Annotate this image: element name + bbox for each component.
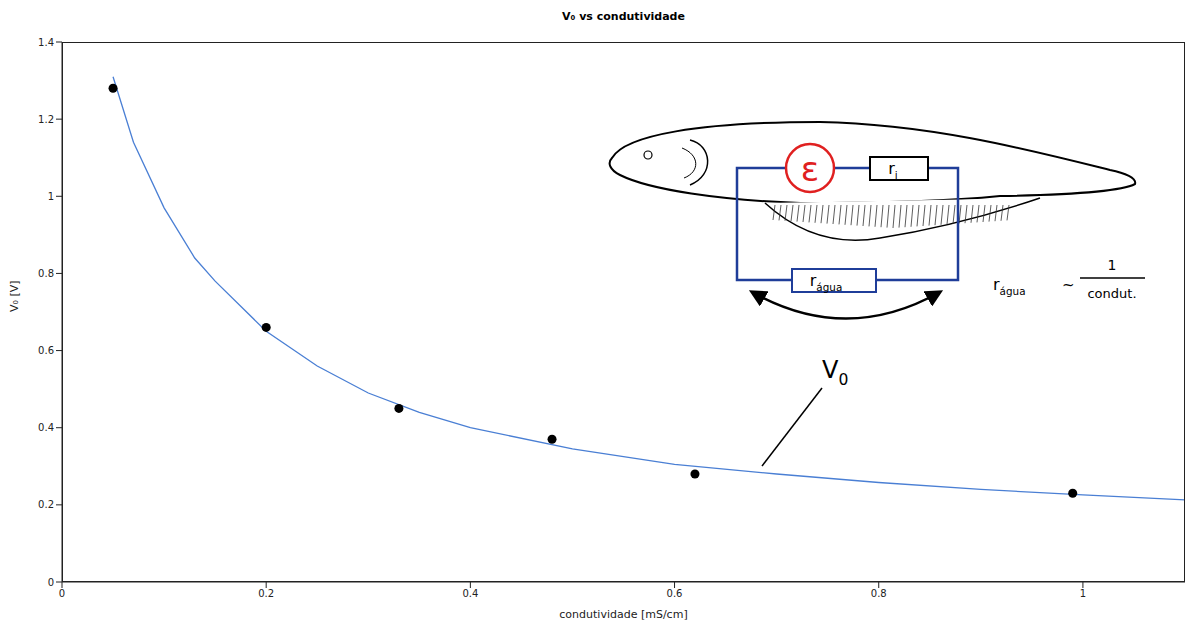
svg-text:ε: ε xyxy=(801,149,819,189)
svg-text:0.8: 0.8 xyxy=(871,588,887,599)
svg-text:0.4: 0.4 xyxy=(38,422,54,433)
svg-text:0.4: 0.4 xyxy=(462,588,478,599)
svg-text:0.8: 0.8 xyxy=(38,268,54,279)
svg-text:0.2: 0.2 xyxy=(38,499,54,510)
svg-text:V₀ [V]: V₀ [V] xyxy=(8,280,21,312)
svg-text:rágua: rágua xyxy=(993,275,1026,297)
svg-text:condut.: condut. xyxy=(1087,286,1136,301)
svg-text:1: 1 xyxy=(1108,257,1117,273)
html-text:V₀ vs condutividade: V₀ vs condutividade xyxy=(562,10,685,23)
svg-text:1.2: 1.2 xyxy=(38,114,54,125)
svg-text:1.4: 1.4 xyxy=(38,37,54,48)
svg-text:ri: ri xyxy=(888,159,897,181)
svg-text:0.2: 0.2 xyxy=(258,588,274,599)
svg-text:~: ~ xyxy=(1062,276,1075,294)
svg-text:1: 1 xyxy=(48,191,54,202)
svg-text:1: 1 xyxy=(1080,588,1086,599)
svg-text:0.6: 0.6 xyxy=(667,588,683,599)
svg-text:0: 0 xyxy=(48,577,54,588)
svg-text:V0: V0 xyxy=(822,356,848,389)
svg-text:0.6: 0.6 xyxy=(38,345,54,356)
svg-text:0: 0 xyxy=(59,588,65,599)
svg-text:condutividade [mS/cm]: condutividade [mS/cm] xyxy=(559,608,687,621)
svg-text:rágua: rágua xyxy=(810,271,843,293)
